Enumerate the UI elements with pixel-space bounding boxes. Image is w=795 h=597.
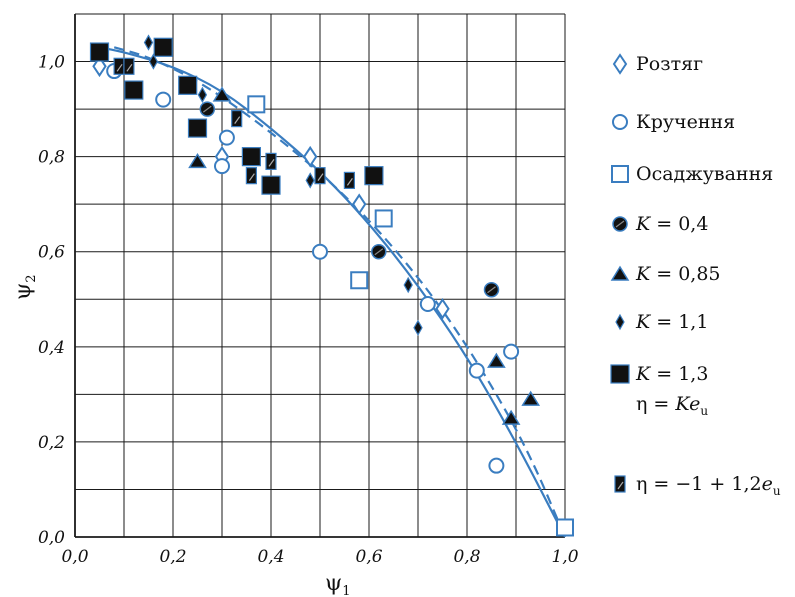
legend-label: η = −1 + 1,2eu [636,473,781,498]
data-point-triangle-filled [212,86,232,102]
data-point-square-filled [241,147,261,167]
data-point-triangle-filled [487,352,506,368]
grid [74,13,566,538]
legend-label: K = 0,4 [635,213,708,235]
data-point-square-filled [89,42,110,62]
x-tick-label: 0,6 [355,547,382,567]
data-point-circle-open [419,296,436,313]
data-point-square-filled [178,75,198,95]
tick-labels: 0,0 0,2 0,4 0,6 0,8 1,0 0,0 0,2 0,4 0,6 0,8 1,0 [38,53,579,567]
legend-marker-square-filled [610,364,630,384]
y-axis-label: ψ2 [11,274,39,300]
y-tick-label: 0,8 [38,148,65,168]
legend: Розтяг Кручення Осаджування K = 0,4 K = 0,85… [610,53,781,498]
data-point-circle-open [488,457,505,474]
data-point-diamond-filled [143,34,154,51]
data-point-half-square [113,57,125,75]
data-point-half-square [314,167,326,185]
data-point-diamond-filled [197,86,208,104]
data-point-half-square [123,57,135,75]
data-point-square-filled [187,118,208,138]
data-point-circle-filled [483,282,500,298]
data-point-circle-filled [199,101,216,117]
data-point-diamond-open [302,145,318,168]
data-point-diamond-open [92,55,107,78]
legend-marker-diamond-open [612,53,628,75]
axis-labels: ψ1 ψ2 [11,274,351,597]
data-point-diamond-filled [305,172,315,189]
legend-label: K = 1,3 [635,363,708,385]
data-point-diamond-filled [413,319,423,337]
x-tick-label: 1,0 [551,547,578,567]
legend-label: K = 0,85 [635,263,721,285]
x-tick-label: 0,0 [61,547,88,567]
data-point-half-square [245,167,257,185]
data-point-square-filled [261,175,281,195]
data-point-circle-open [503,343,520,360]
y-tick-label: 0,2 [38,433,65,453]
data-point-circle-filled [371,243,387,260]
legend-marker-circle-filled [612,216,628,232]
legend-marker-square-open [611,165,629,183]
y-tick-label: 0,0 [38,528,65,548]
data-point-diamond-filled [403,276,413,294]
dashed-curve [113,46,567,538]
data-point-circle-open [155,91,172,108]
data-point-square-filled [153,37,173,57]
data-point-triangle-filled [501,409,521,425]
data-point-square-open [556,518,574,537]
legend-label: Кручення [636,111,735,133]
legend-marker-triangle-filled [610,265,630,281]
legend-label: Осаджування [636,163,773,185]
data-point-diamond-filled [148,53,159,70]
data-points [89,34,574,537]
trend-curves [99,46,567,538]
y-tick-label: 1,0 [38,53,65,73]
data-point-square-open [247,95,266,114]
data-point-half-square [343,171,355,190]
data-point-circle-open [468,362,485,379]
data-point-half-square [265,152,277,170]
x-tick-label: 0,4 [257,547,284,567]
x-tick-label: 0,8 [453,547,480,567]
data-point-triangle-filled [188,152,207,169]
x-axis-label: ψ1 [325,571,351,597]
data-point-square-filled [124,80,144,100]
legend-label: Розтяг [636,53,703,75]
data-point-square-open [350,271,369,290]
data-point-circle-open [214,158,230,175]
data-point-circle-open [312,243,328,260]
data-point-square-filled [364,166,384,186]
data-point-square-open [374,209,393,228]
legend-marker-diamond-filled [615,313,625,331]
x-tick-label: 0,2 [159,547,186,567]
legend-label: K = 1,1 [635,311,708,333]
data-point-triangle-filled [521,390,541,406]
data-point-diamond-open [435,297,450,320]
data-point-half-square [231,109,243,128]
legend-marker-circle-open [612,114,628,130]
y-tick-label: 0,6 [38,243,65,263]
data-point-circle-open [218,129,235,146]
legend-marker-half-square [614,475,626,493]
data-point-diamond-open [351,193,367,215]
legend-label: η = Keu [636,393,708,418]
y-tick-label: 0,4 [38,338,65,358]
